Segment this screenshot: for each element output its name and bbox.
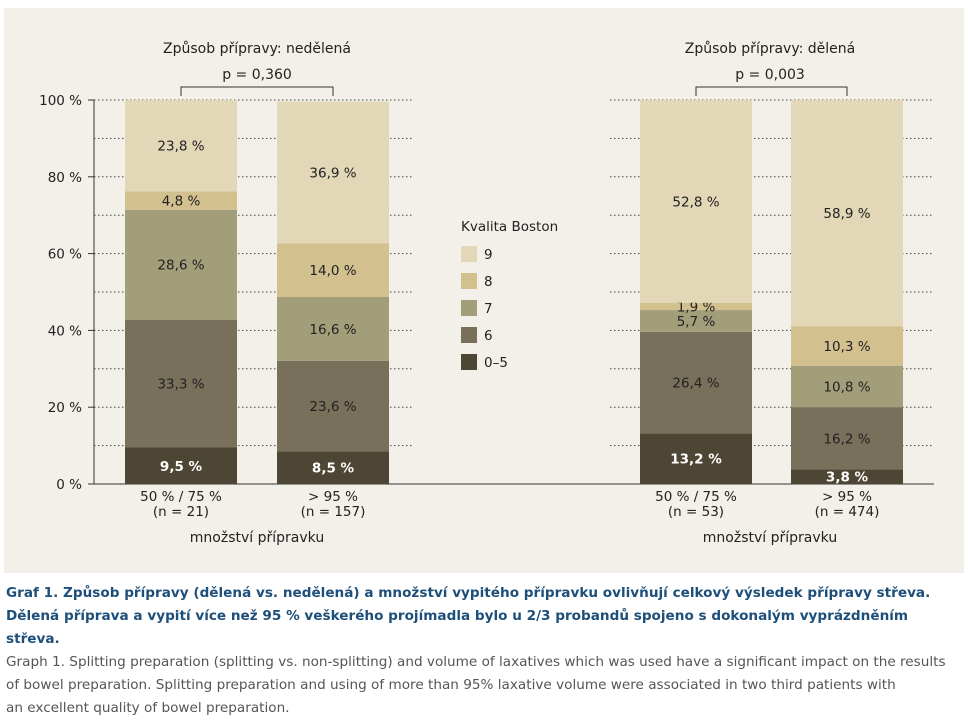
y-tick-label: 20 % <box>48 400 82 416</box>
bar-segment <box>125 447 237 484</box>
legend-swatch <box>461 354 477 370</box>
bar-segment <box>640 331 752 434</box>
data-label: 10,3 % <box>823 339 870 355</box>
legend-label: 6 <box>484 328 493 344</box>
data-label: 4,8 % <box>162 194 201 210</box>
legend-title: Kvalita Boston <box>461 219 558 235</box>
data-label: 9,5 % <box>160 459 203 475</box>
y-tick-label: 40 % <box>48 323 82 339</box>
data-label: 28,6 % <box>157 258 204 274</box>
legend-label: 0–5 <box>484 355 508 371</box>
y-tick-label: 100 % <box>39 93 82 109</box>
data-label: 10,8 % <box>823 379 870 395</box>
data-label: 23,6 % <box>309 399 356 415</box>
bar-segment <box>640 310 752 332</box>
data-label: 36,9 % <box>309 165 356 181</box>
bar-segment <box>277 451 389 484</box>
figure-caption: Graf 1. Způsob přípravy (dělená vs. nedě… <box>6 582 956 720</box>
data-label: 13,2 % <box>670 452 722 468</box>
bar-segment <box>125 191 237 210</box>
bar-segment <box>791 326 903 366</box>
x-category-label: 50 % / 75 % <box>655 489 737 505</box>
bar-segment <box>791 469 903 484</box>
data-label: 14,0 % <box>309 263 356 279</box>
data-label: 5,7 % <box>677 314 716 330</box>
data-label: 1,9 % <box>677 299 716 315</box>
data-label: 8,5 % <box>312 461 355 477</box>
y-tick-label: 0 % <box>56 477 82 493</box>
legend-swatch <box>461 300 477 316</box>
data-label: 3,8 % <box>826 470 869 486</box>
p-value-label: p = 0,360 <box>222 67 292 83</box>
x-category-n-label: (n = 157) <box>301 504 366 520</box>
x-axis-label: množství přípravku <box>190 530 324 546</box>
caption-title-line-2: Dělená příprava a vypití více než 95 % v… <box>6 608 909 647</box>
bar-segment <box>640 100 752 303</box>
significance-bracket <box>695 86 848 96</box>
x-category-n-label: (n = 474) <box>815 504 880 520</box>
data-label: 33,3 % <box>157 377 204 393</box>
data-label: 58,9 % <box>823 206 870 222</box>
significance-bracket <box>180 86 334 96</box>
group-title: Způsob přípravy: dělená <box>685 41 855 57</box>
bar-segment <box>791 365 903 408</box>
data-label: 16,2 % <box>823 431 870 447</box>
caption-english-line-1: Graph 1. Splitting preparation (splittin… <box>6 654 946 670</box>
x-category-n-label: (n = 21) <box>153 504 209 520</box>
bar-segment <box>277 101 389 244</box>
bar-segment <box>125 209 237 320</box>
bar-segment <box>791 407 903 470</box>
legend-swatch <box>461 246 477 262</box>
legend-label: 9 <box>484 247 493 263</box>
bar-segment <box>125 100 237 192</box>
x-category-label: > 95 % <box>308 489 358 505</box>
caption-english-line-3: an excellent quality of bowel preparatio… <box>6 700 290 716</box>
stacked-bar-chart: 0 % 20 % 40 % 60 % 80 % 100 % Způsob přípravy:… <box>39 41 934 546</box>
bar-segment <box>791 100 903 327</box>
legend-swatch <box>461 327 477 343</box>
x-axis-label: množství přípravku <box>703 530 837 546</box>
p-value-label: p = 0,003 <box>735 67 805 83</box>
x-category-label: > 95 % <box>822 489 872 505</box>
legend-label: 8 <box>484 274 493 290</box>
bar-segment <box>277 360 389 452</box>
data-label: 52,8 % <box>672 194 719 210</box>
caption-english-line-2: of bowel preparation. Splitting preparat… <box>6 677 896 693</box>
bar-segment <box>125 319 237 448</box>
group-title: Způsob přípravy: nedělená <box>163 41 351 57</box>
chart-panel: 0 % 20 % 40 % 60 % 80 % 100 % Způsob přípravy:… <box>4 8 964 573</box>
caption-title-line-1: Graf 1. Způsob přípravy (dělená vs. nedě… <box>6 585 931 601</box>
legend-swatch <box>461 273 477 289</box>
y-tick-label: 80 % <box>48 170 82 186</box>
data-label: 26,4 % <box>672 376 719 392</box>
data-label: 23,8 % <box>157 139 204 155</box>
bar-segment <box>640 433 752 484</box>
bar-segment <box>277 243 389 297</box>
legend-label: 7 <box>484 301 493 317</box>
bar-segment <box>277 296 389 361</box>
x-category-n-label: (n = 53) <box>668 504 724 520</box>
y-tick-label: 60 % <box>48 247 82 263</box>
bar-segment <box>640 302 752 311</box>
x-category-label: 50 % / 75 % <box>140 489 222 505</box>
data-label: 16,6 % <box>309 322 356 338</box>
